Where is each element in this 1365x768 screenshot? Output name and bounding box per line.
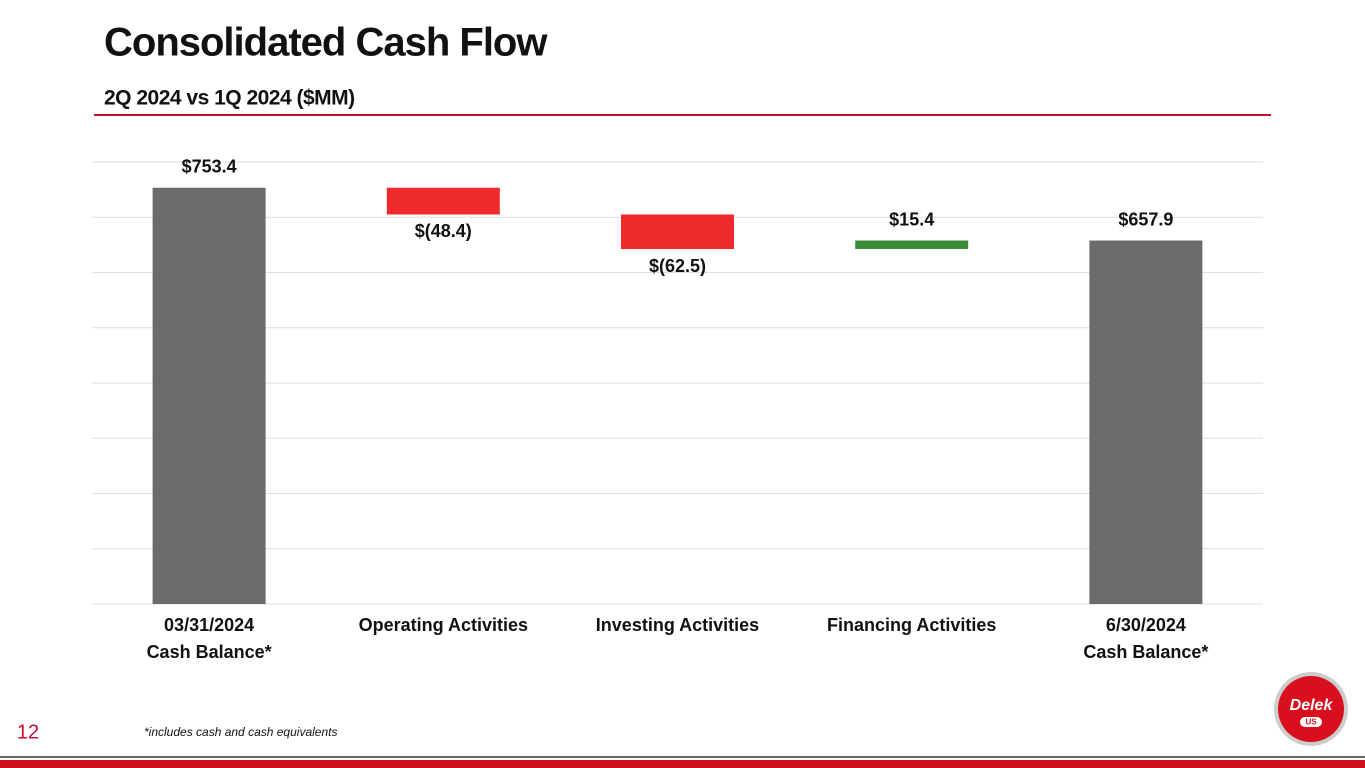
plot: $753.4 03/31/2024 Cash Balance* $(48.4) Oper… bbox=[92, 156, 1263, 662]
bar bbox=[386, 187, 500, 215]
x-tick-label: 6/30/2024 Cash Balance* bbox=[1083, 615, 1208, 662]
bar bbox=[152, 187, 266, 604]
chart-subtitle: 2Q 2024 vs 1Q 2024 ($MM) bbox=[104, 87, 355, 110]
footer-bar bbox=[0, 760, 1365, 768]
bar bbox=[1089, 240, 1203, 604]
value-label: $15.4 bbox=[889, 209, 934, 229]
footnote: *includes cash and cash equivalents bbox=[144, 725, 337, 739]
logo-sub: US bbox=[1305, 718, 1317, 727]
x-tick-label: Operating Activities bbox=[359, 615, 528, 635]
bar bbox=[855, 240, 969, 250]
x-tick-label: Financing Activities bbox=[827, 615, 996, 635]
bar bbox=[621, 214, 734, 250]
logo-pill bbox=[1300, 717, 1322, 727]
value-label: $753.4 bbox=[182, 156, 237, 176]
chart-title: Consolidated Cash Flow bbox=[104, 21, 548, 65]
value-label: $657.9 bbox=[1118, 209, 1173, 229]
x-tick-label: Investing Activities bbox=[596, 615, 759, 635]
value-label: $(62.5) bbox=[649, 256, 706, 276]
logo-disc bbox=[1278, 676, 1344, 742]
x-tick-label: 03/31/2024 Cash Balance* bbox=[147, 615, 272, 662]
logo: Delek US bbox=[1274, 672, 1348, 746]
page-number: 12 bbox=[17, 721, 39, 743]
logo-text: Delek bbox=[1290, 697, 1334, 714]
value-label: $(48.4) bbox=[415, 221, 472, 241]
